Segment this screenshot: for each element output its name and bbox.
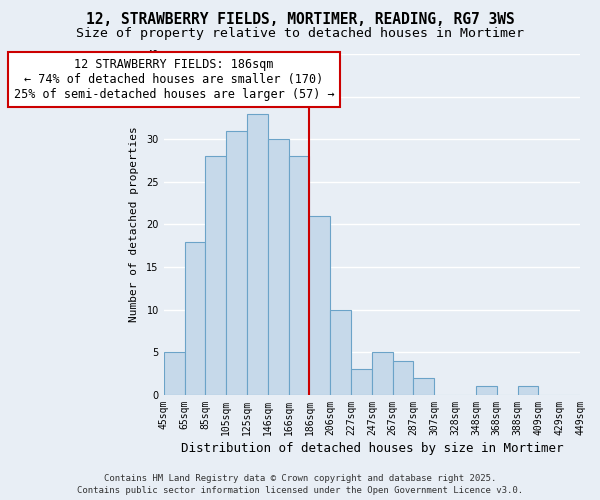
Bar	[351, 370, 372, 395]
Text: Contains HM Land Registry data © Crown copyright and database right 2025.
Contai: Contains HM Land Registry data © Crown c…	[77, 474, 523, 495]
Y-axis label: Number of detached properties: Number of detached properties	[130, 126, 139, 322]
Bar	[476, 386, 497, 395]
Bar	[205, 156, 226, 395]
Text: 12, STRAWBERRY FIELDS, MORTIMER, READING, RG7 3WS: 12, STRAWBERRY FIELDS, MORTIMER, READING…	[86, 12, 514, 28]
Bar	[413, 378, 434, 395]
Bar	[310, 216, 330, 395]
Bar	[185, 242, 205, 395]
X-axis label: Distribution of detached houses by size in Mortimer: Distribution of detached houses by size …	[181, 442, 563, 455]
Bar	[268, 139, 289, 395]
Bar	[392, 361, 413, 395]
Bar	[289, 156, 310, 395]
Bar	[226, 130, 247, 395]
Bar	[164, 352, 185, 395]
Bar	[330, 310, 351, 395]
Bar	[247, 114, 268, 395]
Bar	[518, 386, 538, 395]
Bar	[372, 352, 392, 395]
Text: Size of property relative to detached houses in Mortimer: Size of property relative to detached ho…	[76, 28, 524, 40]
Text: 12 STRAWBERRY FIELDS: 186sqm
← 74% of detached houses are smaller (170)
25% of s: 12 STRAWBERRY FIELDS: 186sqm ← 74% of de…	[14, 58, 334, 102]
